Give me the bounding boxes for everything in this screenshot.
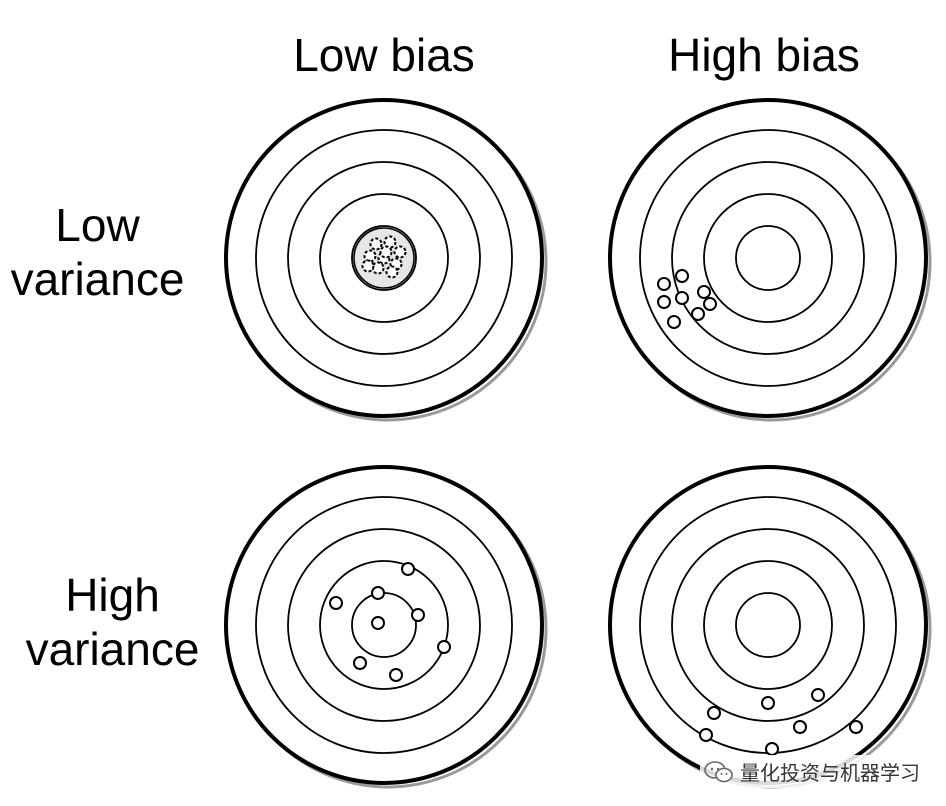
target-ring	[255, 496, 513, 754]
shot-marker	[657, 277, 671, 291]
shot-marker	[691, 307, 705, 321]
target-ring	[351, 225, 417, 291]
target-ring	[639, 129, 897, 387]
target-ring	[703, 193, 833, 323]
target-low-bias-low-variance	[224, 98, 548, 422]
shot-marker	[389, 668, 403, 682]
watermark: 量化投资与机器学习	[700, 755, 924, 788]
target-ring	[735, 592, 801, 658]
row-label-line: High	[65, 569, 160, 621]
row-label-low-variance: Low variance	[0, 198, 195, 306]
row-label-high-variance: High variance	[10, 568, 215, 676]
shot-marker	[383, 235, 397, 249]
shot-marker	[703, 297, 717, 311]
watermark-text: 量化投资与机器学习	[740, 761, 920, 785]
shot-marker	[401, 562, 415, 576]
shot-marker	[811, 688, 825, 702]
target-ring	[319, 560, 449, 690]
target-ring	[287, 528, 481, 722]
shot-marker	[699, 728, 713, 742]
shot-marker	[793, 720, 807, 734]
shot-marker	[379, 245, 393, 259]
shot-marker	[765, 742, 779, 756]
shot-marker	[411, 608, 425, 622]
shot-marker	[363, 249, 377, 263]
column-label-high-bias: High bias	[668, 29, 860, 81]
shot-marker	[675, 291, 689, 305]
shot-marker	[707, 706, 721, 720]
shot-marker	[371, 616, 385, 630]
target-ring	[703, 560, 833, 690]
target-low-bias-high-variance	[224, 465, 548, 789]
shot-marker	[849, 720, 863, 734]
target-high-bias-low-variance	[608, 98, 932, 422]
target-ring	[319, 193, 449, 323]
shot-marker	[761, 696, 775, 710]
target-ring	[671, 528, 865, 722]
target-ring	[735, 225, 801, 291]
shot-marker	[329, 596, 343, 610]
shot-marker	[369, 237, 383, 251]
shot-marker	[393, 245, 407, 259]
target-ring	[287, 161, 481, 355]
target-ring	[608, 98, 928, 418]
shot-marker	[353, 656, 367, 670]
target-high-bias-high-variance	[608, 465, 932, 789]
shot-marker	[697, 285, 711, 299]
shot-marker	[371, 586, 385, 600]
row-label-line: Low	[55, 199, 140, 251]
target-ring	[671, 161, 865, 355]
column-label-low-bias: Low bias	[293, 29, 475, 81]
wechat-icon	[704, 760, 733, 782]
shot-marker	[385, 265, 399, 279]
target-ring	[608, 465, 928, 785]
shot-marker	[361, 259, 375, 273]
row-label-line: variance	[25, 623, 200, 675]
target-ring	[255, 129, 513, 387]
row-label-line: variance	[10, 253, 185, 305]
shot-marker	[437, 640, 451, 654]
shot-marker	[675, 269, 689, 283]
shot-marker	[667, 315, 681, 329]
shot-marker	[657, 295, 671, 309]
